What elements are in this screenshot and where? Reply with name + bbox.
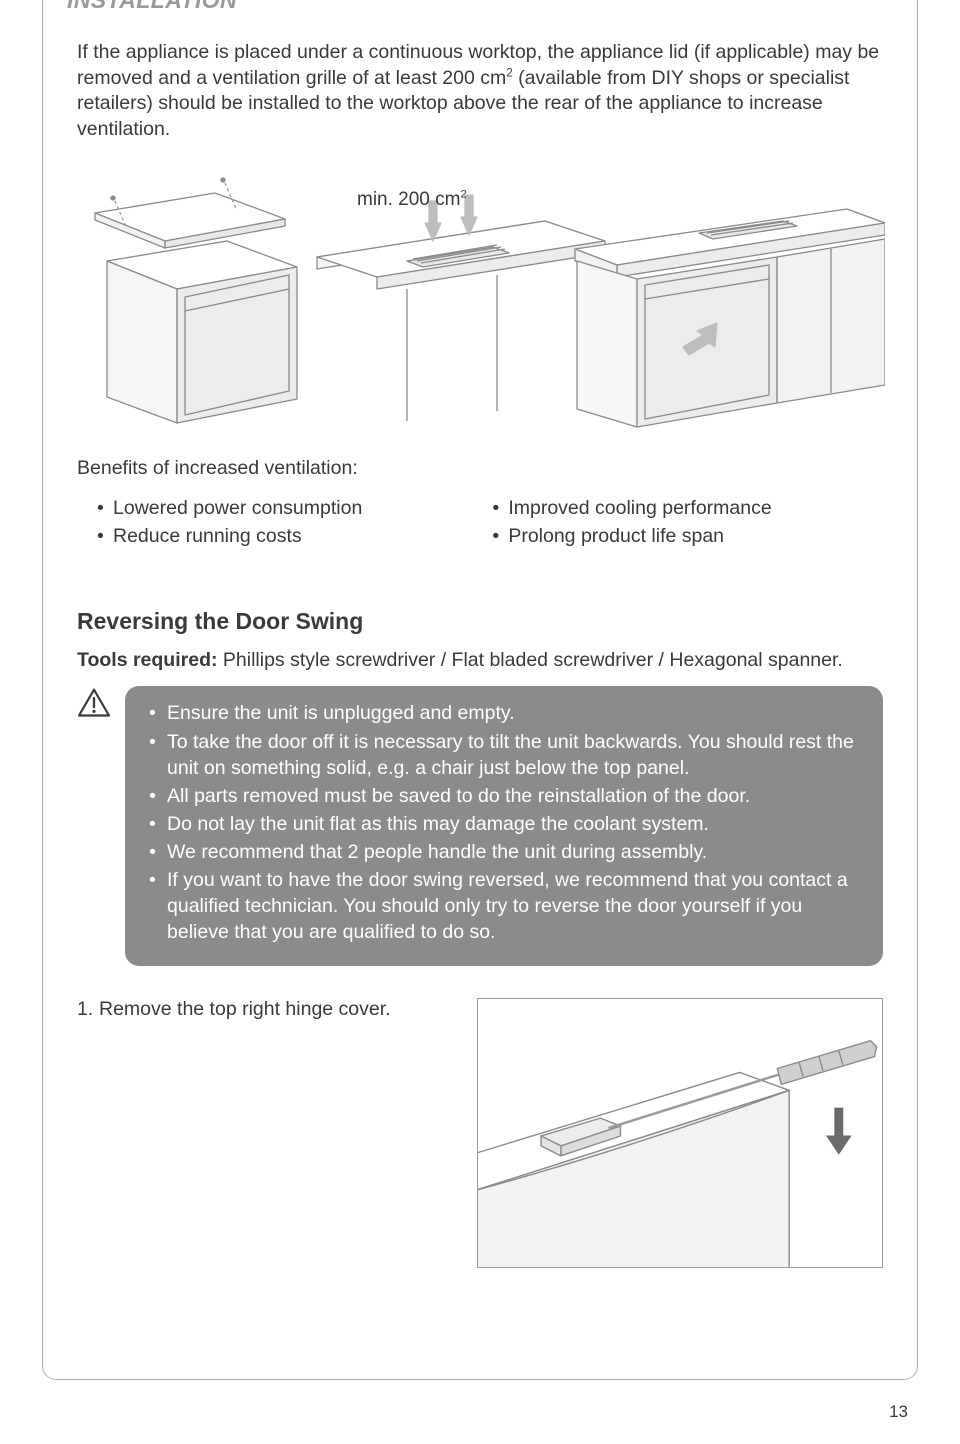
benefits-list-left: Lowered power consumption Reduce running… bbox=[97, 494, 362, 551]
warning-icon bbox=[77, 688, 111, 723]
installation-illustration bbox=[77, 171, 885, 431]
step-1-row: 1.Remove the top right hinge cover. bbox=[77, 998, 883, 1268]
tools-text: Phillips style screwdriver / Flat bladed… bbox=[217, 649, 842, 671]
ventilation-diagram: min. 200 cm2 bbox=[77, 171, 883, 431]
tools-required-line: Tools required: Phillips style screwdriv… bbox=[77, 649, 883, 672]
warning-item: We recommend that 2 people handle the un… bbox=[149, 839, 859, 865]
step-1-figure bbox=[477, 998, 883, 1268]
warning-item: Do not lay the unit flat as this may dam… bbox=[149, 811, 859, 837]
warning-box: Ensure the unit is unplugged and empty. … bbox=[125, 686, 883, 965]
step-instruction: Remove the top right hinge cover. bbox=[99, 998, 391, 1020]
section-title: INSTALLATION bbox=[57, 0, 247, 14]
step-number: 1. bbox=[77, 998, 99, 1021]
benefit-item: Prolong product life span bbox=[492, 522, 771, 550]
benefits-heading: Benefits of increased ventilation: bbox=[77, 457, 883, 480]
warning-item: If you want to have the door swing rever… bbox=[149, 867, 859, 945]
tools-label: Tools required: bbox=[77, 649, 217, 671]
warning-item: Ensure the unit is unplugged and empty. bbox=[149, 700, 859, 726]
warning-row: Ensure the unit is unplugged and empty. … bbox=[77, 686, 883, 965]
reversing-door-title: Reversing the Door Swing bbox=[77, 608, 883, 635]
page-number: 13 bbox=[889, 1402, 908, 1422]
intro-paragraph: If the appliance is placed under a conti… bbox=[77, 40, 883, 143]
page-frame: INSTALLATION If the appliance is placed … bbox=[42, 0, 918, 1380]
benefits-columns: Lowered power consumption Reduce running… bbox=[77, 494, 883, 551]
warning-item: To take the door off it is necessary to … bbox=[149, 729, 859, 781]
benefit-item: Improved cooling performance bbox=[492, 494, 771, 522]
benefit-item: Reduce running costs bbox=[97, 522, 362, 550]
benefits-list-right: Improved cooling performance Prolong pro… bbox=[492, 494, 771, 551]
diagram-caption: min. 200 cm2 bbox=[357, 189, 467, 211]
benefit-item: Lowered power consumption bbox=[97, 494, 362, 522]
warning-item: All parts removed must be saved to do th… bbox=[149, 783, 859, 809]
step-1-text: 1.Remove the top right hinge cover. bbox=[77, 998, 457, 1268]
